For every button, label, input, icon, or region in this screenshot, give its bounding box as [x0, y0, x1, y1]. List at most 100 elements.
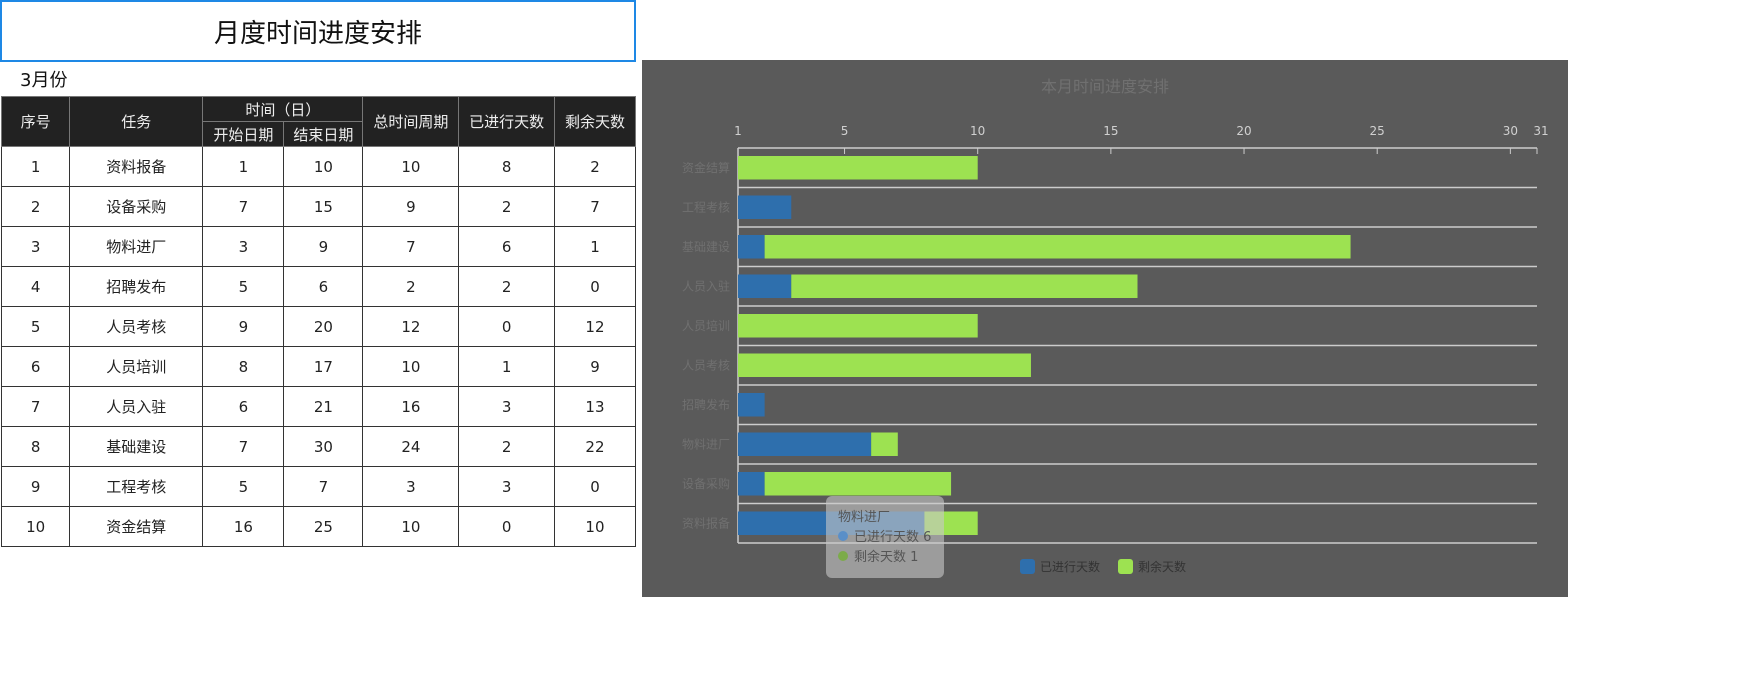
header-done[interactable]: 已进行天数	[458, 96, 555, 147]
table-cell[interactable]: 10	[362, 146, 460, 187]
table-cell[interactable]: 3	[362, 466, 460, 507]
table-cell[interactable]: 2	[0, 186, 71, 227]
bar-done	[738, 432, 872, 456]
table-cell[interactable]: 资金结算	[69, 506, 204, 547]
table-cell[interactable]: 资料报备	[69, 146, 204, 187]
table-cell[interactable]: 12	[553, 306, 637, 347]
table-cell[interactable]: 22	[553, 426, 637, 467]
series-dot-icon	[838, 551, 848, 561]
table-cell[interactable]: 7	[202, 186, 285, 227]
table-cell[interactable]: 16	[362, 386, 460, 427]
sheet-title[interactable]: 月度时间进度安排	[0, 0, 636, 62]
table-cell[interactable]: 20	[283, 306, 364, 347]
table-cell[interactable]: 人员考核	[69, 306, 204, 347]
y-category-label: 人员入驻	[682, 278, 730, 293]
table-cell[interactable]: 2	[458, 266, 555, 307]
table-cell[interactable]: 物料进厂	[69, 226, 204, 267]
y-category-label: 人员培训	[682, 318, 730, 333]
legend-swatch	[1118, 559, 1133, 574]
table-cell[interactable]: 3	[0, 226, 71, 267]
header-no[interactable]: 序号	[0, 96, 71, 147]
table-cell[interactable]: 7	[362, 226, 460, 267]
table-cell[interactable]: 15	[283, 186, 364, 227]
y-category-label: 资料报备	[682, 515, 730, 530]
table-cell[interactable]: 7	[202, 426, 285, 467]
table-cell[interactable]: 7	[0, 386, 71, 427]
table-cell[interactable]: 设备采购	[69, 186, 204, 227]
table-cell[interactable]: 30	[283, 426, 364, 467]
header-total[interactable]: 总时间周期	[362, 96, 460, 147]
table-cell[interactable]: 9	[0, 466, 71, 507]
table-cell[interactable]: 9	[553, 346, 637, 387]
bar-done	[738, 235, 765, 259]
header-task[interactable]: 任务	[69, 96, 204, 147]
table-cell[interactable]: 12	[362, 306, 460, 347]
table-cell[interactable]: 10	[362, 506, 460, 547]
table-cell[interactable]: 人员培训	[69, 346, 204, 387]
table-cell[interactable]: 25	[283, 506, 364, 547]
x-tick-label: 20	[1236, 124, 1251, 138]
table-cell[interactable]: 10	[362, 346, 460, 387]
gantt-chart[interactable]: 本月时间进度安排 1 5 10 15 20 25 30 31 资金结算 工程考核 基础建设 人员入驻 人员…	[642, 60, 1568, 597]
table-cell[interactable]: 8	[0, 426, 71, 467]
bar-remaining	[791, 274, 1138, 298]
header-end[interactable]: 结束日期	[283, 121, 364, 147]
table-cell[interactable]: 招聘发布	[69, 266, 204, 307]
x-tick-label: 5	[841, 124, 849, 138]
table-cell[interactable]: 24	[362, 426, 460, 467]
table-cell[interactable]: 16	[202, 506, 285, 547]
table-cell[interactable]: 6	[283, 266, 364, 307]
table-cell[interactable]: 7	[283, 466, 364, 507]
table-cell[interactable]: 5	[0, 306, 71, 347]
legend-swatch	[1020, 559, 1035, 574]
x-tick-label: 31	[1533, 124, 1548, 138]
table-cell[interactable]: 6	[202, 386, 285, 427]
table-cell[interactable]: 3	[202, 226, 285, 267]
chart-title: 本月时间进度安排	[1041, 77, 1169, 96]
table-cell[interactable]: 2	[362, 266, 460, 307]
table-cell[interactable]: 10	[0, 506, 71, 547]
table-cell[interactable]: 3	[458, 466, 555, 507]
table-row: 3 物料进厂 3 9 7 6 1	[0, 226, 637, 267]
table-cell[interactable]: 10	[283, 146, 364, 187]
table-cell[interactable]: 1	[458, 346, 555, 387]
table-cell[interactable]: 2	[553, 146, 637, 187]
table-cell[interactable]: 2	[458, 426, 555, 467]
table-cell[interactable]: 5	[202, 266, 285, 307]
table-row: 1 资料报备 1 10 10 8 2	[0, 146, 637, 187]
table-cell[interactable]: 6	[458, 226, 555, 267]
table-cell[interactable]: 4	[0, 266, 71, 307]
table-cell[interactable]: 21	[283, 386, 364, 427]
table-cell[interactable]: 0	[553, 266, 637, 307]
table-cell[interactable]: 3	[458, 386, 555, 427]
table-cell[interactable]: 13	[553, 386, 637, 427]
header-time[interactable]: 时间（日）	[202, 96, 364, 122]
table-cell[interactable]: 2	[458, 186, 555, 227]
table-cell[interactable]: 0	[458, 306, 555, 347]
header-remain[interactable]: 剩余天数	[553, 96, 637, 147]
month-label[interactable]: 3月份	[20, 70, 68, 91]
table-cell[interactable]: 9	[362, 186, 460, 227]
table-cell[interactable]: 0	[553, 466, 637, 507]
spreadsheet-grid[interactable]	[636, 0, 1764, 60]
table-cell[interactable]: 人员入驻	[69, 386, 204, 427]
header-start[interactable]: 开始日期	[202, 121, 285, 147]
table-cell[interactable]: 1	[202, 146, 285, 187]
table-cell[interactable]: 9	[202, 306, 285, 347]
tooltip-line: 剩余天数 1	[854, 550, 919, 565]
table-cell[interactable]: 1	[553, 226, 637, 267]
table-cell[interactable]: 10	[553, 506, 637, 547]
table-cell[interactable]: 0	[458, 506, 555, 547]
table-cell[interactable]: 1	[0, 146, 71, 187]
y-category-label: 资金结算	[682, 160, 730, 175]
table-cell[interactable]: 8	[458, 146, 555, 187]
x-tick-label: 15	[1103, 124, 1118, 138]
table-cell[interactable]: 基础建设	[69, 426, 204, 467]
table-cell[interactable]: 8	[202, 346, 285, 387]
table-cell[interactable]: 17	[283, 346, 364, 387]
table-cell[interactable]: 9	[283, 226, 364, 267]
table-cell[interactable]: 7	[553, 186, 637, 227]
table-cell[interactable]: 工程考核	[69, 466, 204, 507]
table-cell[interactable]: 5	[202, 466, 285, 507]
table-cell[interactable]: 6	[0, 346, 71, 387]
